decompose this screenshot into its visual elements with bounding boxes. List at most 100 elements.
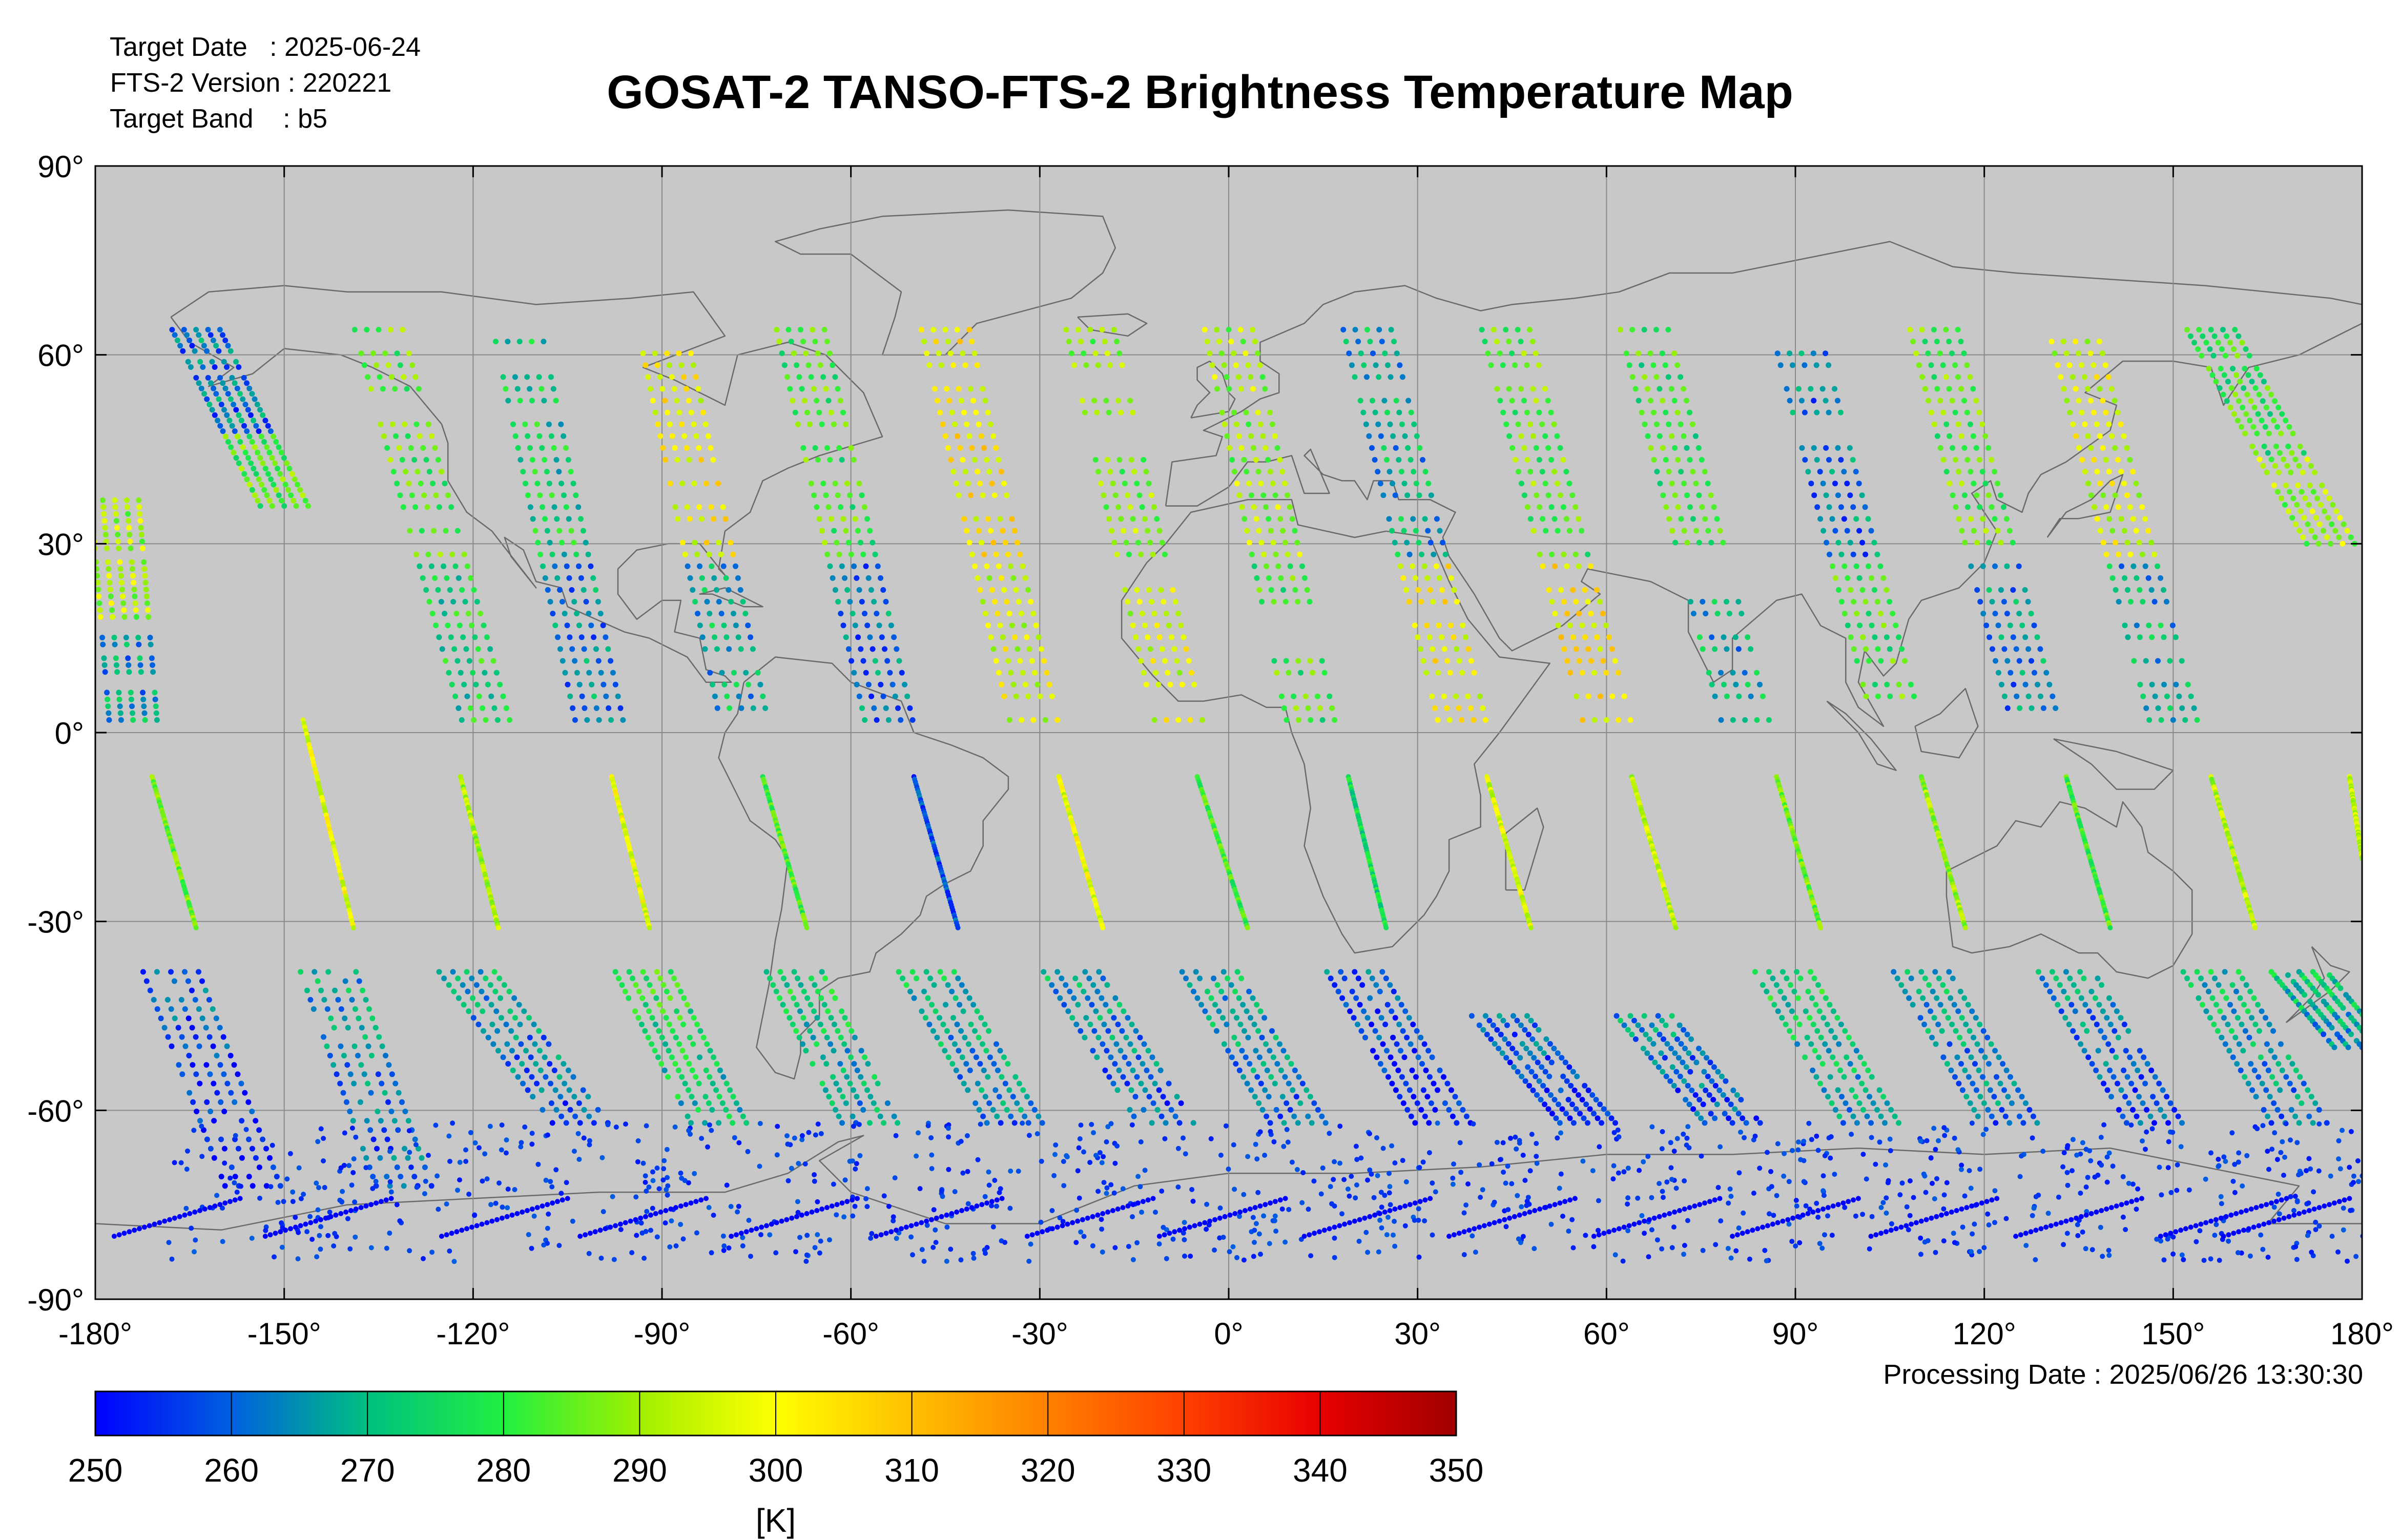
obs-point <box>1816 1008 1823 1014</box>
obs-point <box>1404 1107 1411 1113</box>
obs-point <box>1865 1067 1871 1073</box>
obs-point <box>791 350 797 357</box>
obs-point <box>196 332 202 338</box>
obs-point <box>1524 1203 1529 1209</box>
obs-point <box>1742 717 1748 723</box>
obs-point <box>246 1136 252 1142</box>
obs-point <box>1362 1215 1368 1221</box>
obs-point <box>1352 969 1358 975</box>
obs-point <box>844 587 851 593</box>
obs-point <box>487 1123 493 1129</box>
obs-point <box>1799 445 1805 451</box>
obs-point <box>1406 1015 1412 1021</box>
obs-point <box>1711 599 1718 605</box>
obs-point <box>1387 1208 1393 1213</box>
obs-point <box>950 362 957 368</box>
obs-point <box>130 566 135 572</box>
obs-point <box>800 445 806 451</box>
obs-point <box>1006 717 1012 723</box>
obs-point <box>776 339 782 345</box>
obs-point <box>617 705 624 711</box>
obs-point <box>591 693 597 699</box>
obs-point <box>201 343 207 349</box>
obs-point <box>419 528 425 534</box>
obs-point <box>138 532 144 537</box>
obs-point <box>520 1080 526 1087</box>
obs-point <box>1544 1087 1550 1093</box>
obs-point <box>535 1161 541 1167</box>
obs-point <box>1174 1094 1180 1100</box>
obs-point <box>926 362 933 368</box>
obs-point <box>551 1067 557 1073</box>
obs-point <box>237 439 243 445</box>
obs-point <box>1712 1083 1719 1089</box>
obs-point <box>237 1196 243 1201</box>
obs-point <box>1352 374 1358 380</box>
obs-point <box>605 646 611 652</box>
obs-point <box>827 563 833 569</box>
obs-point <box>1036 634 1042 640</box>
obs-point <box>1477 1162 1482 1168</box>
obs-point <box>663 1015 669 1021</box>
obs-point <box>785 1178 791 1183</box>
obs-point <box>1284 1054 1290 1060</box>
obs-point <box>1597 693 1603 699</box>
obs-point <box>1061 1183 1067 1189</box>
obs-point <box>730 1120 736 1126</box>
obs-point <box>679 421 685 427</box>
obs-point <box>969 1048 976 1054</box>
obs-point <box>525 433 531 439</box>
obs-point <box>750 705 756 711</box>
obs-point <box>698 1197 704 1203</box>
obs-point <box>1145 634 1151 640</box>
obs-point <box>270 1142 275 1148</box>
obs-point <box>1137 1184 1143 1190</box>
obs-point <box>469 975 475 982</box>
obs-point <box>1104 1185 1110 1191</box>
obs-point <box>460 634 466 640</box>
obs-point <box>788 339 794 345</box>
obs-point <box>1197 1221 1203 1227</box>
obs-point <box>1075 1168 1081 1174</box>
obs-point <box>666 1048 672 1054</box>
obs-point <box>288 492 294 498</box>
obs-point <box>1386 516 1392 522</box>
obs-point <box>1797 975 1804 982</box>
obs-point <box>227 1175 233 1181</box>
obs-point <box>1418 1107 1424 1113</box>
obs-point <box>1802 1054 1808 1060</box>
obs-point <box>512 1187 518 1192</box>
obs-point <box>982 398 988 404</box>
obs-point <box>1187 717 1193 723</box>
obs-point <box>1680 1059 1686 1066</box>
obs-point <box>1158 1113 1165 1119</box>
obs-point <box>443 658 449 664</box>
obs-point <box>767 975 773 982</box>
obs-point <box>121 1231 127 1236</box>
obs-point <box>239 466 244 472</box>
obs-point <box>1008 1113 1014 1119</box>
obs-point <box>222 1160 227 1166</box>
obs-point <box>659 386 666 392</box>
obs-point <box>995 1067 1001 1073</box>
obs-point <box>503 705 509 711</box>
obs-point <box>1496 1046 1502 1052</box>
obs-point <box>365 374 371 380</box>
obs-point <box>1918 1138 1923 1144</box>
obs-point <box>737 587 743 593</box>
obs-point <box>1374 1135 1379 1140</box>
obs-point <box>889 681 896 688</box>
obs-point <box>1068 350 1074 357</box>
obs-point <box>1765 1223 1770 1229</box>
obs-point <box>1209 362 1215 368</box>
obs-point <box>281 503 287 509</box>
obs-point <box>1689 421 1695 427</box>
obs-point <box>144 600 150 606</box>
obs-point <box>955 925 961 930</box>
obs-point <box>1381 1067 1388 1073</box>
obs-point <box>1692 1092 1699 1098</box>
obs-point <box>1459 717 1465 723</box>
obs-point <box>1906 1227 1911 1233</box>
obs-point <box>1808 1041 1814 1047</box>
obs-point <box>450 599 457 605</box>
